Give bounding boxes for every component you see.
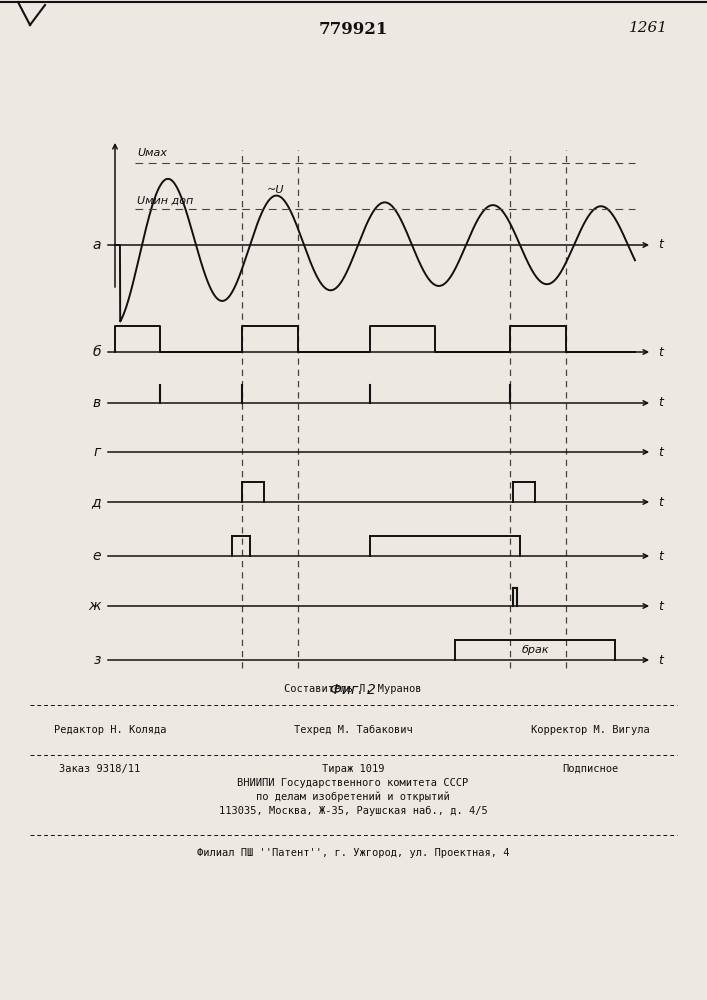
Text: Подписное: Подписное (562, 764, 618, 774)
Text: 1261: 1261 (629, 21, 667, 35)
Text: t: t (658, 238, 663, 251)
Text: Техред М. Табакович: Техред М. Табакович (293, 725, 412, 735)
Text: по делам изобретений и открытий: по делам изобретений и открытий (256, 792, 450, 802)
Text: ~U: ~U (267, 185, 284, 195)
Text: Составитель Л. Муранов: Составитель Л. Муранов (284, 684, 422, 694)
Text: Тираж 1019: Тираж 1019 (322, 764, 384, 774)
Text: Корректор М. Вигула: Корректор М. Вигула (531, 725, 649, 735)
Text: з: з (93, 653, 101, 667)
Text: г: г (94, 445, 101, 459)
Text: Фиг. 2: Фиг. 2 (330, 683, 376, 697)
Text: t: t (658, 446, 663, 458)
Text: Редактор Н. Коляда: Редактор Н. Коляда (54, 725, 166, 735)
Text: в: в (93, 396, 101, 410)
Text: брак: брак (521, 645, 549, 655)
Text: Заказ 9318/11: Заказ 9318/11 (59, 764, 141, 774)
Text: ВНИИПИ Государственного комитета СССР: ВНИИПИ Государственного комитета СССР (238, 778, 469, 788)
Text: t: t (658, 654, 663, 666)
Text: д: д (91, 495, 101, 509)
Text: б: б (93, 345, 101, 359)
Text: t: t (658, 495, 663, 508)
Text: 779921: 779921 (318, 21, 387, 38)
Text: Филиал ПШ ''Патент'', г. Ужгород, ул. Проектная, 4: Филиал ПШ ''Патент'', г. Ужгород, ул. Пр… (197, 848, 509, 858)
Text: t: t (658, 396, 663, 410)
Text: а: а (93, 238, 101, 252)
Text: t: t (658, 550, 663, 562)
Text: t: t (658, 346, 663, 359)
Text: t: t (658, 599, 663, 612)
Text: Uмах: Uмах (137, 148, 167, 158)
Text: 113035, Москва, Ж-35, Раушская наб., д. 4/5: 113035, Москва, Ж-35, Раушская наб., д. … (218, 806, 487, 816)
Text: Uмин доп: Uмин доп (137, 196, 193, 206)
Text: ж: ж (88, 599, 101, 613)
Text: е: е (93, 549, 101, 563)
